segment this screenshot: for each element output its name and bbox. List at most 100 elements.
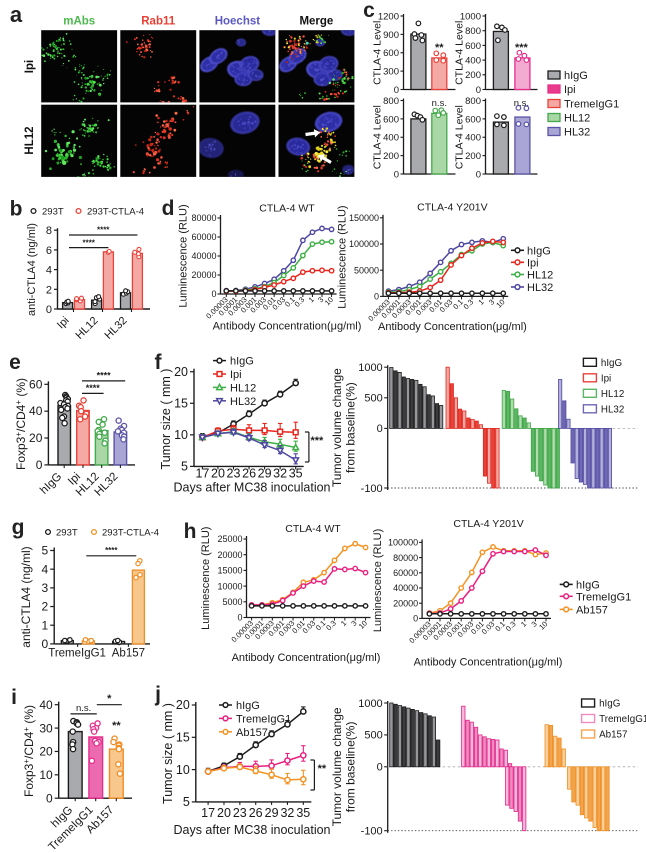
svg-text:400: 400 [383,133,399,144]
svg-text:3: 3 [316,295,325,304]
svg-text:600: 600 [383,114,399,125]
svg-text:35: 35 [289,467,303,481]
svg-text:1: 1 [477,297,486,306]
svg-text:100000: 100000 [349,239,379,249]
svg-text:from baseline(%): from baseline(%) [344,382,358,473]
svg-text:293T: 293T [42,207,64,218]
svg-text:h: h [184,520,197,543]
svg-text:HL32: HL32 [230,396,256,408]
svg-text:293T-CTLA-4: 293T-CTLA-4 [87,207,144,218]
svg-text:40000: 40000 [191,251,216,261]
svg-text:Ab157: Ab157 [599,730,627,741]
svg-text:5: 5 [181,460,188,474]
svg-text:29: 29 [258,467,272,481]
svg-text:CTLA-4 Y201V: CTLA-4 Y201V [453,518,523,530]
svg-text:Tumor volume change: Tumor volume change [330,368,344,487]
svg-text:10000: 10000 [217,581,242,591]
svg-text:c: c [363,0,375,22]
svg-text:800: 800 [465,96,481,107]
svg-text:a: a [10,2,23,27]
svg-text:1: 1 [42,618,49,632]
svg-text:150000: 150000 [349,213,379,223]
svg-text:hIgG: hIgG [230,356,254,368]
svg-text:6: 6 [46,245,52,257]
svg-text:f: f [155,351,163,374]
svg-text:CTLA-4 Level: CTLA-4 Level [372,21,384,85]
svg-text:20000: 20000 [217,550,242,560]
svg-text:20000: 20000 [191,270,216,280]
svg-text:3: 3 [487,297,496,306]
svg-text:Tumor size ( mm ): Tumor size ( mm ) [159,369,173,470]
svg-text:15000: 15000 [217,566,242,576]
svg-text:*: * [107,693,112,705]
svg-text:293T: 293T [56,528,78,539]
svg-text:Antibody Concentration(μg/ml): Antibody Concentration(μg/ml) [213,321,362,333]
svg-text:****: **** [97,371,112,381]
svg-text:17: 17 [195,467,209,481]
svg-text:CTLA-4 Level: CTLA-4 Level [454,21,466,85]
svg-text:b: b [10,198,23,221]
svg-text:600: 600 [465,41,481,52]
svg-text:60000: 60000 [191,232,216,242]
svg-text:3: 3 [42,581,49,595]
svg-text:10: 10 [174,428,188,442]
svg-text:50000: 50000 [354,265,379,275]
svg-text:-100: -100 [361,826,383,838]
svg-text:0: 0 [42,637,49,651]
svg-text:15: 15 [174,397,188,411]
svg-text:***: *** [311,435,325,447]
svg-text:Foxp3+/CD4+ (%): Foxp3+/CD4+ (%) [14,378,28,470]
svg-text:HL12: HL12 [564,113,590,125]
svg-text:CTLA-4 Level: CTLA-4 Level [454,105,466,169]
svg-text:0: 0 [476,169,481,180]
svg-text:1000: 1000 [358,698,382,710]
svg-text:Days after MC38 inoculation: Days after MC38 inoculation [173,823,330,837]
svg-text:Ipi: Ipi [564,84,576,96]
svg-text:60000: 60000 [393,568,418,578]
svg-text:23: 23 [233,806,247,820]
svg-text:0: 0 [394,85,399,96]
svg-text:hIgG: hIgG [236,700,260,712]
svg-text:25000: 25000 [217,534,242,544]
svg-text:hIgG: hIgG [576,579,600,591]
svg-text:5: 5 [183,795,190,809]
svg-text:300: 300 [383,67,399,78]
svg-text:23: 23 [227,467,241,481]
svg-text:29: 29 [265,806,279,820]
svg-text:mAbs: mAbs [63,16,95,28]
svg-text:4: 4 [46,265,52,277]
svg-text:20: 20 [29,431,43,445]
svg-text:0: 0 [377,423,383,435]
svg-text:500: 500 [364,393,382,405]
svg-text:hIgG: hIgG [599,699,620,710]
svg-text:Ipi: Ipi [601,373,611,384]
svg-text:0: 0 [394,169,399,180]
svg-text:30: 30 [39,721,53,735]
svg-text:1000: 1000 [358,362,382,374]
svg-text:Luminescence (RLU): Luminescence (RLU) [372,529,384,632]
svg-text:1200: 1200 [378,11,399,22]
svg-text:26: 26 [249,806,263,820]
svg-text:293T-CTLA-4: 293T-CTLA-4 [102,528,159,539]
svg-text:anti-CTLA4 (ng/ml): anti-CTLA4 (ng/ml) [26,223,38,316]
svg-text:4: 4 [42,562,49,576]
svg-text:i: i [11,686,17,709]
svg-text:100000: 100000 [388,538,418,548]
svg-text:****: **** [105,546,118,555]
svg-text:TremeIgG1: TremeIgG1 [564,99,619,111]
svg-text:1: 1 [339,619,348,628]
svg-text:15: 15 [176,731,190,745]
svg-text:g: g [12,516,25,539]
svg-text:200: 200 [465,151,481,162]
svg-text:**: ** [112,720,121,732]
svg-text:TremeIgG1: TremeIgG1 [599,714,646,725]
svg-text:CTLA-4 Level: CTLA-4 Level [372,105,384,169]
svg-text:Ipi: Ipi [24,60,36,73]
svg-text:TremeIgG1: TremeIgG1 [576,591,631,603]
svg-text:-100: -100 [361,483,383,495]
svg-text:1: 1 [519,619,528,628]
svg-text:hIgG: hIgG [527,245,551,257]
svg-text:800: 800 [465,26,481,37]
svg-text:5: 5 [42,544,49,558]
svg-text:Antibody Concentration(μg/ml): Antibody Concentration(μg/ml) [414,657,563,669]
